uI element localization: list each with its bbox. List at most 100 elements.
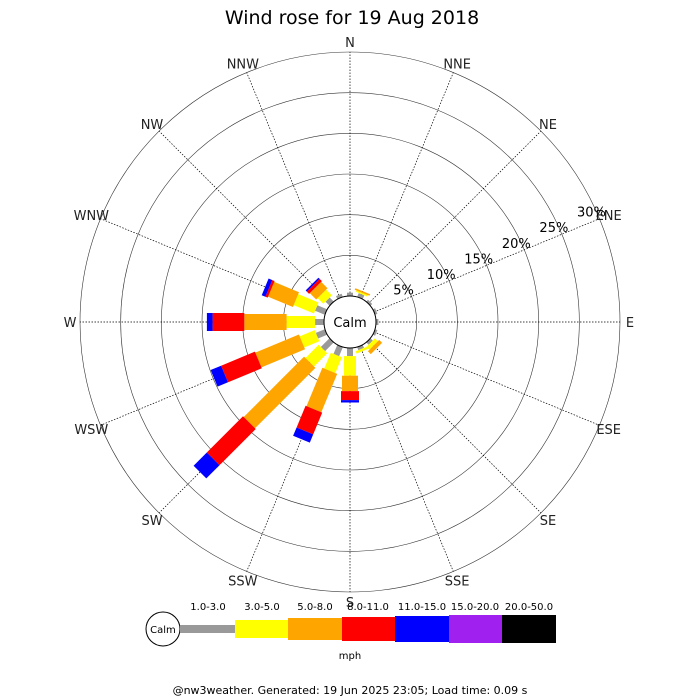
bar-e-bin-0: [376, 319, 379, 325]
legend-swatch-5: [449, 615, 502, 643]
percent-labels: 5% 10% 15% 20% 25% 30%: [393, 206, 606, 299]
calm-circle: [323, 295, 377, 349]
bar-wsw-bin-4: [210, 365, 228, 387]
bar-ene-bin-0: [372, 308, 378, 315]
bar-wsw-bin-2: [255, 334, 305, 368]
direction-label-nne: NNE: [443, 57, 471, 72]
percent-label: 25%: [539, 221, 568, 236]
bar-w-bin-2: [244, 314, 287, 330]
bar-n-bin-0: [347, 292, 353, 296]
direction-label-sse: SSE: [445, 575, 470, 590]
percent-label: 10%: [427, 268, 456, 283]
legend-swatch-3: [342, 617, 395, 641]
bar-wnw-bin-0: [315, 305, 328, 315]
bar-ssw-bin-2: [306, 367, 338, 413]
direction-label-nnw: NNW: [227, 57, 259, 72]
bar-w-bin-1: [286, 316, 316, 328]
direction-labels: N NNE NE ENE E ESE SE SSE S SSW SW WSW W WNW NW NNW: [64, 36, 635, 611]
bar-nw-bin-0: [325, 297, 334, 306]
bar-ne-bin-0: [366, 299, 373, 306]
legend-label-4: 11.0-15.0: [398, 602, 446, 613]
bar-wsw-bin-3: [221, 351, 262, 383]
bar-sse-bin-1: [355, 346, 368, 354]
bar-s-bin-0: [347, 348, 353, 357]
legend-label-5: 15.0-20.0: [451, 602, 499, 613]
legend-swatch-6: [502, 615, 556, 643]
direction-label-nw: NW: [141, 118, 164, 133]
bar-se-bin-0: [366, 338, 373, 345]
bar-ssw-bin-3: [296, 405, 323, 435]
bar-sw-bin-1: [305, 344, 328, 367]
bar-sw-bin-3: [206, 416, 256, 466]
bar-sw-bin-0: [320, 338, 334, 352]
wind-bars: [193, 277, 383, 479]
bar-nw-bin-2: [309, 281, 328, 300]
bar-nnw-bin-0: [336, 293, 343, 300]
legend-calm-label: Calm: [150, 625, 176, 636]
legend: Calm 1.0-3.0 3.0-5.0 5.0-8.0 8.0-11.0 11.0-15…: [145, 602, 556, 662]
calm-center: Calm: [323, 295, 377, 349]
bar-w-bin-0: [315, 319, 324, 325]
bar-se-bin-1: [366, 338, 378, 350]
bar-nw-bin-4: [305, 277, 320, 292]
bar-nne-bin-0: [357, 293, 365, 300]
bar-wsw-bin-0: [315, 329, 328, 339]
direction-label-se: SE: [540, 514, 556, 529]
bar-s-bin-1: [344, 356, 356, 376]
legend-label-3: 8.0-11.0: [347, 602, 389, 613]
bar-s-bin-3: [341, 391, 359, 401]
polar-grid: [79, 51, 621, 593]
bar-wnw-bin-4: [261, 278, 273, 297]
legend-label-0: 1.0-3.0: [190, 602, 225, 613]
direction-label-ese: ESE: [596, 423, 621, 438]
bar-nne-bin-1: [356, 290, 368, 297]
direction-label-sw: SW: [141, 514, 162, 529]
bar-w-bin-4: [206, 313, 213, 331]
legend-swatch-2: [288, 618, 342, 640]
percent-label: 15%: [464, 252, 493, 267]
direction-label-wsw: WSW: [74, 423, 108, 438]
legend-swatch-1: [235, 620, 288, 638]
bar-wnw-bin-3: [265, 280, 275, 298]
bar-nne-bin-2: [354, 288, 371, 296]
footer-text: @nw3weather. Generated: 19 Jun 2025 23:0…: [173, 684, 528, 697]
bar-w-bin-3: [212, 313, 245, 331]
legend-label-2: 5.0-8.0: [297, 602, 332, 613]
bar-sw-bin-2: [243, 356, 316, 429]
legend-units: mph: [339, 651, 361, 662]
direction-label-ssw: SSW: [228, 575, 258, 590]
legend-swatch-4: [395, 616, 449, 642]
direction-label-wnw: WNW: [74, 209, 110, 224]
chart-title: Wind rose for 19 Aug 2018: [225, 7, 479, 29]
bar-ssw-bin-1: [324, 352, 342, 374]
percent-label: 30%: [577, 206, 606, 221]
direction-label-w: W: [64, 316, 77, 331]
legend-swatch-0: [180, 625, 235, 633]
legend-label-1: 3.0-5.0: [244, 602, 279, 613]
percent-label: 5%: [393, 283, 414, 298]
bar-wnw-bin-2: [268, 281, 299, 307]
bar-sw-bin-4: [193, 452, 220, 479]
direction-label-ne: NE: [539, 118, 557, 133]
legend-label-6: 20.0-50.0: [505, 602, 553, 613]
bar-s-bin-4: [341, 400, 359, 403]
direction-label-s: S: [346, 596, 354, 611]
bar-wnw-bin-1: [293, 294, 319, 314]
bar-sse-bin-0: [357, 344, 364, 351]
percent-label: 20%: [502, 237, 531, 252]
bar-nw-bin-3: [306, 278, 322, 294]
bar-ssw-bin-0: [333, 344, 343, 357]
direction-label-n: N: [345, 36, 355, 51]
bar-wsw-bin-1: [299, 330, 320, 348]
bar-ssw-bin-4: [293, 427, 314, 443]
radial-ring: [201, 173, 499, 471]
direction-label-ene: ENE: [596, 209, 622, 224]
calm-label: Calm: [333, 316, 366, 331]
radial-ring: [120, 92, 580, 552]
bar-s-bin-2: [342, 375, 358, 392]
bar-se-bin-2: [367, 339, 383, 355]
bar-nw-bin-1: [317, 289, 332, 304]
bar-ese-bin-0: [372, 329, 378, 336]
direction-label-e: E: [626, 316, 634, 331]
